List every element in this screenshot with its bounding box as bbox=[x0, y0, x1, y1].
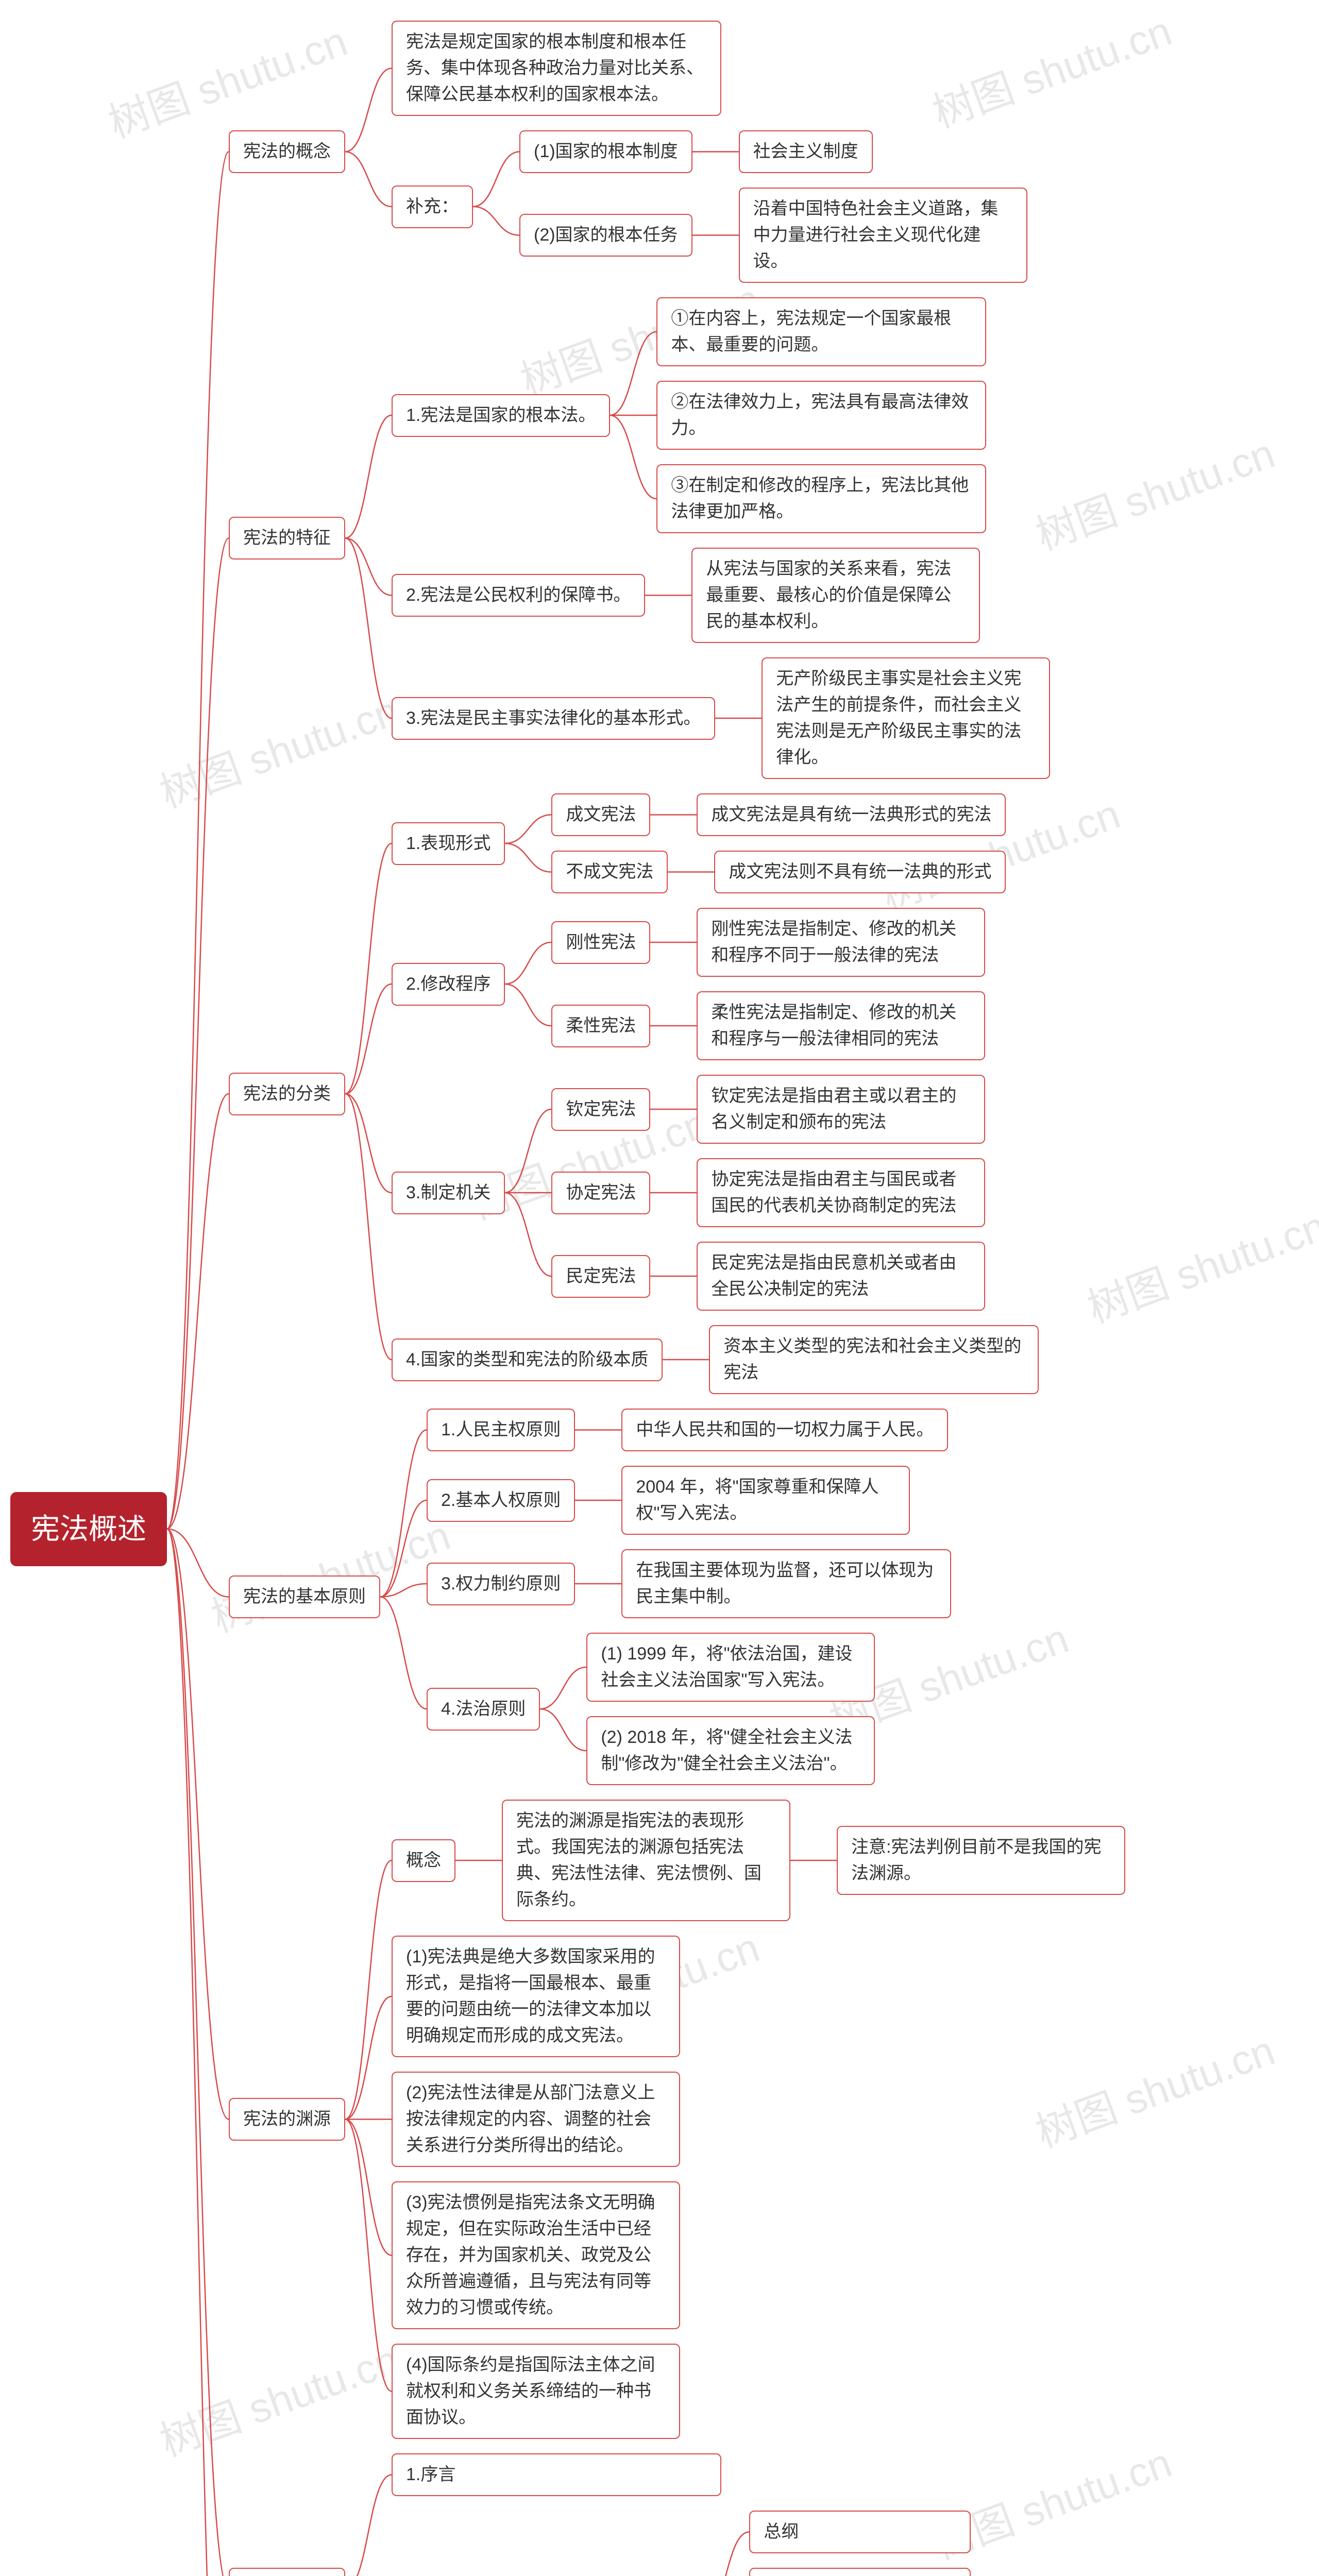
principle-humanrights-detail: 2004 年，将"国家尊重和保障人权"写入宪法。 bbox=[621, 1466, 910, 1535]
concept-definition: 宪法是规定国家的根本制度和根本任务、集中体现各种政治力量对比关系、保障公民基本权… bbox=[392, 21, 721, 116]
connector bbox=[345, 21, 392, 283]
connector bbox=[650, 793, 697, 836]
fundamental-task-detail: 沿着中国特色社会主义道路，集中力量进行社会主义现代化建设。 bbox=[739, 188, 1027, 283]
connector bbox=[645, 548, 691, 643]
connector bbox=[692, 188, 739, 283]
structure-rights: 公民的基本权利和义务 bbox=[749, 2568, 971, 2576]
principle-sovereignty: 1.人民主权原则 bbox=[427, 1409, 575, 1451]
source-law: (2)宪法性法律是从部门法意义上按法律规定的内容、调整的社会关系进行分类所得出的… bbox=[392, 2072, 680, 2167]
source-code: (1)宪法典是绝大多数国家采用的形式，是指将一国最根本、最重要的问题由统一的法律… bbox=[392, 1936, 680, 2057]
pact-constitution-detail: 协定宪法是指由君主与国民或者国民的代表机关协商制定的宪法 bbox=[697, 1158, 985, 1227]
connector bbox=[790, 1800, 837, 1921]
branch-features: 宪法的特征 bbox=[229, 517, 345, 560]
feature-1c: ③在制定和修改的程序上，宪法比其他法律更加严格。 bbox=[656, 464, 986, 533]
principle-ruleoflaw: 4.法治原则 bbox=[427, 1688, 540, 1731]
connector bbox=[505, 793, 551, 893]
branch-structure: 宪法的结构 bbox=[229, 2568, 345, 2576]
branch-concept: 宪法的概念 bbox=[229, 130, 345, 173]
flexible-constitution: 柔性宪法 bbox=[551, 1005, 650, 1047]
class-nature: 4.国家的类型和宪法的阶级本质 bbox=[392, 1338, 663, 1381]
connector bbox=[610, 297, 656, 533]
feature-1: 1.宪法是国家的根本法。 bbox=[392, 394, 610, 437]
connector bbox=[703, 2511, 749, 2576]
connector bbox=[345, 1800, 392, 2439]
connector bbox=[650, 908, 697, 977]
fundamental-system-detail: 社会主义制度 bbox=[739, 130, 873, 173]
connector bbox=[575, 1409, 621, 1451]
connector bbox=[505, 1075, 551, 1311]
class-enacting: 3.制定机关 bbox=[392, 1172, 505, 1214]
feature-2-detail: 从宪法与国家的关系来看，宪法最重要、最核心的价值是保障公民的基本权利。 bbox=[691, 548, 980, 643]
sources-concept-detail: 宪法的渊源是指宪法的表现形式。我国宪法的渊源包括宪法典、宪法性法律、宪法惯例、国… bbox=[502, 1800, 790, 1921]
branch-classification: 宪法的分类 bbox=[229, 1073, 345, 1115]
connector bbox=[473, 130, 519, 283]
popular-constitution: 民定宪法 bbox=[551, 1255, 650, 1298]
flexible-constitution-detail: 柔性宪法是指制定、修改的机关和程序与一般法律相同的宪法 bbox=[697, 991, 985, 1060]
connector bbox=[345, 793, 392, 1394]
connector bbox=[715, 657, 762, 779]
written-constitution: 成文宪法 bbox=[551, 793, 650, 836]
branch-principles: 宪法的基本原则 bbox=[229, 1575, 380, 1618]
feature-1a: ①在内容上，宪法规定一个国家最根本、最重要的问题。 bbox=[656, 297, 986, 366]
feature-3-detail: 无产阶级民主事实是社会主义宪法产生的前提条件，而社会主义宪法则是无产阶级民主事实… bbox=[762, 657, 1050, 779]
feature-2: 2.宪法是公民权利的保障书。 bbox=[392, 574, 645, 617]
class-amendment: 2.修改程序 bbox=[392, 963, 505, 1006]
principle-humanrights: 2.基本人权原则 bbox=[427, 1479, 575, 1522]
connector bbox=[540, 1633, 586, 1785]
connector bbox=[668, 851, 714, 893]
connector bbox=[650, 1158, 697, 1227]
unwritten-constitution-detail: 成文宪法则不具有统一法典的形式 bbox=[714, 851, 1006, 893]
principle-restraint-detail: 在我国主要体现为监督，还可以体现为民主集中制。 bbox=[621, 1549, 951, 1618]
structure-general: 总纲 bbox=[749, 2511, 971, 2553]
concept-supplement: 补充： bbox=[392, 185, 473, 228]
fundamental-task: (2)国家的根本任务 bbox=[519, 214, 692, 257]
connector bbox=[505, 908, 551, 1060]
connector bbox=[663, 1325, 709, 1394]
connector bbox=[650, 1242, 697, 1311]
connector bbox=[455, 1800, 502, 1921]
structure-preamble: 1.序言 bbox=[392, 2453, 721, 2496]
unwritten-constitution: 不成文宪法 bbox=[551, 851, 668, 893]
root-node: 宪法概述 bbox=[10, 1492, 167, 1566]
class-form: 1.表现形式 bbox=[392, 822, 505, 865]
ruleoflaw-1999: (1) 1999 年，将"依法治国，建设社会主义法治国家"写入宪法。 bbox=[586, 1633, 875, 1702]
connector bbox=[650, 1075, 697, 1144]
popular-constitution-detail: 民定宪法是指由民意机关或者由全民公决制定的宪法 bbox=[697, 1242, 985, 1311]
rigid-constitution-detail: 刚性宪法是指制定、修改的机关和程序不同于一般法律的宪法 bbox=[697, 908, 985, 977]
connector bbox=[650, 991, 697, 1060]
sources-concept: 概念 bbox=[392, 1839, 455, 1882]
pact-constitution: 协定宪法 bbox=[551, 1172, 650, 1214]
written-constitution-detail: 成文宪法是具有统一法典形式的宪法 bbox=[697, 793, 1006, 836]
imperial-constitution: 钦定宪法 bbox=[551, 1088, 650, 1131]
connector bbox=[575, 1549, 621, 1618]
rigid-constitution: 刚性宪法 bbox=[551, 921, 650, 964]
feature-1b: ②在法律效力上，宪法具有最高法律效力。 bbox=[656, 381, 986, 450]
fundamental-system: (1)国家的根本制度 bbox=[519, 130, 692, 173]
connector bbox=[380, 1409, 427, 1785]
feature-3: 3.宪法是民主事实法律化的基本形式。 bbox=[392, 697, 715, 740]
connector bbox=[692, 130, 739, 173]
branch-sources: 宪法的渊源 bbox=[229, 2098, 345, 2141]
connector bbox=[575, 1466, 621, 1535]
class-nature-detail: 资本主义类型的宪法和社会主义类型的宪法 bbox=[709, 1325, 1039, 1394]
connector bbox=[167, 21, 229, 2576]
ruleoflaw-2018: (2) 2018 年，将"健全社会主义法制"修改为"健全社会主义法治"。 bbox=[586, 1716, 875, 1785]
connector bbox=[470, 2511, 516, 2576]
principle-sovereignty-detail: 中华人民共和国的一切权力属于人民。 bbox=[621, 1409, 948, 1451]
connector bbox=[345, 2453, 392, 2576]
sources-concept-note: 注意:宪法判例目前不是我国的宪法渊源。 bbox=[837, 1826, 1125, 1895]
imperial-constitution-detail: 钦定宪法是指由君主或以君主的名义制定和颁布的宪法 bbox=[697, 1075, 985, 1144]
principle-restraint: 3.权力制约原则 bbox=[427, 1563, 575, 1605]
connector bbox=[345, 297, 392, 779]
source-treaty: (4)国际条约是指国际法主体之间就权利和义务关系缔结的一种书面协议。 bbox=[392, 2344, 680, 2439]
source-convention: (3)宪法惯例是指宪法条文无明确规定，但在实际政治生活中已经存在，并为国家机关、… bbox=[392, 2181, 680, 2329]
